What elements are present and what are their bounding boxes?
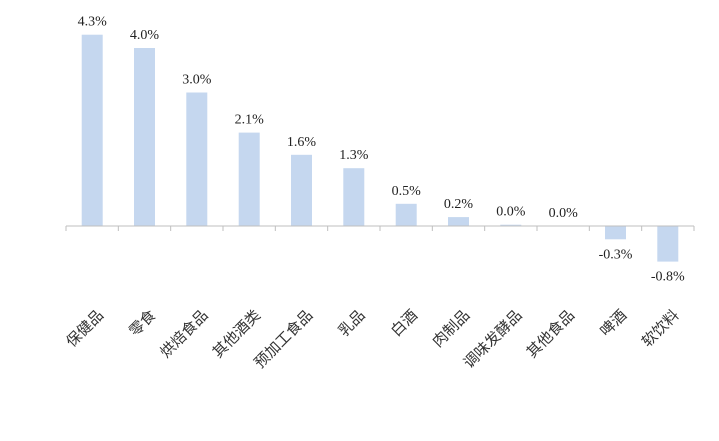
bar [500,224,522,226]
category-label: 软饮料 [638,306,683,351]
data-label: 0.5% [392,184,422,199]
data-label: 0.0% [549,206,579,221]
category-label: 零食 [125,306,159,340]
bar [134,48,155,226]
data-label: 0.0% [496,205,526,220]
category-label: 乳品 [335,306,369,340]
data-label: 3.0% [182,73,212,88]
data-label: 4.0% [130,28,160,43]
data-label: 1.3% [339,148,369,163]
bar [238,132,260,227]
category-label: 烘焙食品 [156,306,211,361]
data-labels-group: 4.3% 4.0% 3.0% 2.1% 1.6% 1.3% 0.5% 0.2% 0.0% 0.0%… [78,15,685,285]
category-label: 啤酒 [596,306,630,340]
category-label: 其他食品 [523,306,578,361]
data-label: 4.3% [78,15,108,30]
bars-group [81,34,679,262]
data-label: -0.3% [599,247,633,262]
category-label: 保健品 [62,306,107,351]
data-label: -0.8% [651,270,685,285]
bar [291,154,312,226]
x-axis-ticks [65,226,695,231]
category-label: 肉制品 [429,306,474,351]
bar [395,203,417,227]
bar [605,226,626,240]
bar [343,168,365,227]
data-label: 1.6% [287,135,317,150]
data-label: 0.2% [444,197,474,212]
category-label: 白酒 [387,306,421,340]
bar [657,226,679,262]
bar [448,217,469,226]
data-label: 2.1% [235,113,265,128]
bar [81,34,103,227]
bar [186,92,208,226]
